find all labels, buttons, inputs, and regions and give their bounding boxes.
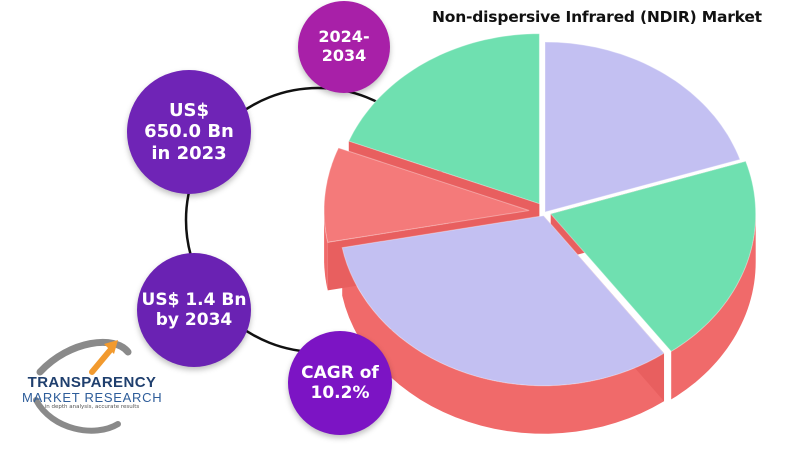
pie-slice-3 bbox=[341, 215, 665, 387]
forecast-period-line-2: 2034 bbox=[321, 46, 367, 65]
pie-slice-5 bbox=[348, 33, 540, 205]
value-2034-line-2: by 2034 bbox=[155, 310, 233, 330]
value-2023-line-1: US$ bbox=[168, 100, 210, 122]
value-2034-line-1: US$ 1.4 Bn bbox=[141, 289, 247, 310]
pie-slice-side-4 bbox=[324, 210, 328, 291]
market-value-2023-badge: US$ 650.0 Bn in 2023 bbox=[127, 70, 251, 194]
pie-slice-side-2 bbox=[671, 213, 756, 400]
pie-slice-1 bbox=[544, 41, 741, 213]
forecast-period-line-1: 2024- bbox=[318, 27, 370, 47]
logo-tagline: in depth analysis, accurate results bbox=[44, 404, 140, 410]
pie-slice-4 bbox=[323, 147, 530, 243]
pie-slice-2 bbox=[549, 160, 757, 353]
logo-subtitle: MARKET RESEARCH bbox=[22, 390, 163, 405]
cagr-badge: CAGR of 10.2% bbox=[288, 331, 392, 435]
chart-title: Non-dispersive Infrared (NDIR) Market bbox=[432, 8, 762, 26]
value-2023-line-3: in 2023 bbox=[151, 142, 227, 164]
pie-chart bbox=[323, 33, 757, 434]
logo-swoosh-icon bbox=[33, 338, 132, 434]
value-2023-line-2: 650.0 Bn bbox=[144, 121, 234, 143]
cagr-line-2: 10.2% bbox=[310, 383, 370, 403]
cagr-line-1: CAGR of bbox=[301, 362, 379, 383]
company-logo: TRANSPARENCY MARKET RESEARCH in depth an… bbox=[18, 340, 162, 440]
logo-name: TRANSPARENCY bbox=[27, 374, 157, 391]
forecast-period-badge: 2024- 2034 bbox=[298, 1, 390, 93]
pie-slice-side-3 bbox=[342, 247, 664, 434]
market-value-2034-badge: US$ 1.4 Bn by 2034 bbox=[137, 253, 251, 367]
